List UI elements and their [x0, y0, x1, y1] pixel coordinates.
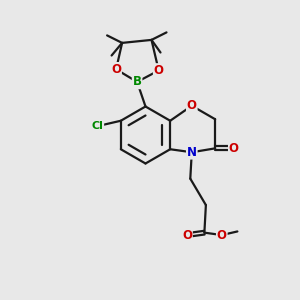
Text: Cl: Cl	[92, 121, 104, 131]
Text: O: O	[217, 229, 227, 242]
Text: N: N	[187, 146, 197, 159]
Text: O: O	[154, 64, 164, 77]
Text: O: O	[182, 229, 192, 242]
Text: O: O	[229, 142, 239, 155]
Text: B: B	[133, 75, 142, 88]
Text: O: O	[187, 99, 197, 112]
Text: O: O	[111, 63, 121, 76]
